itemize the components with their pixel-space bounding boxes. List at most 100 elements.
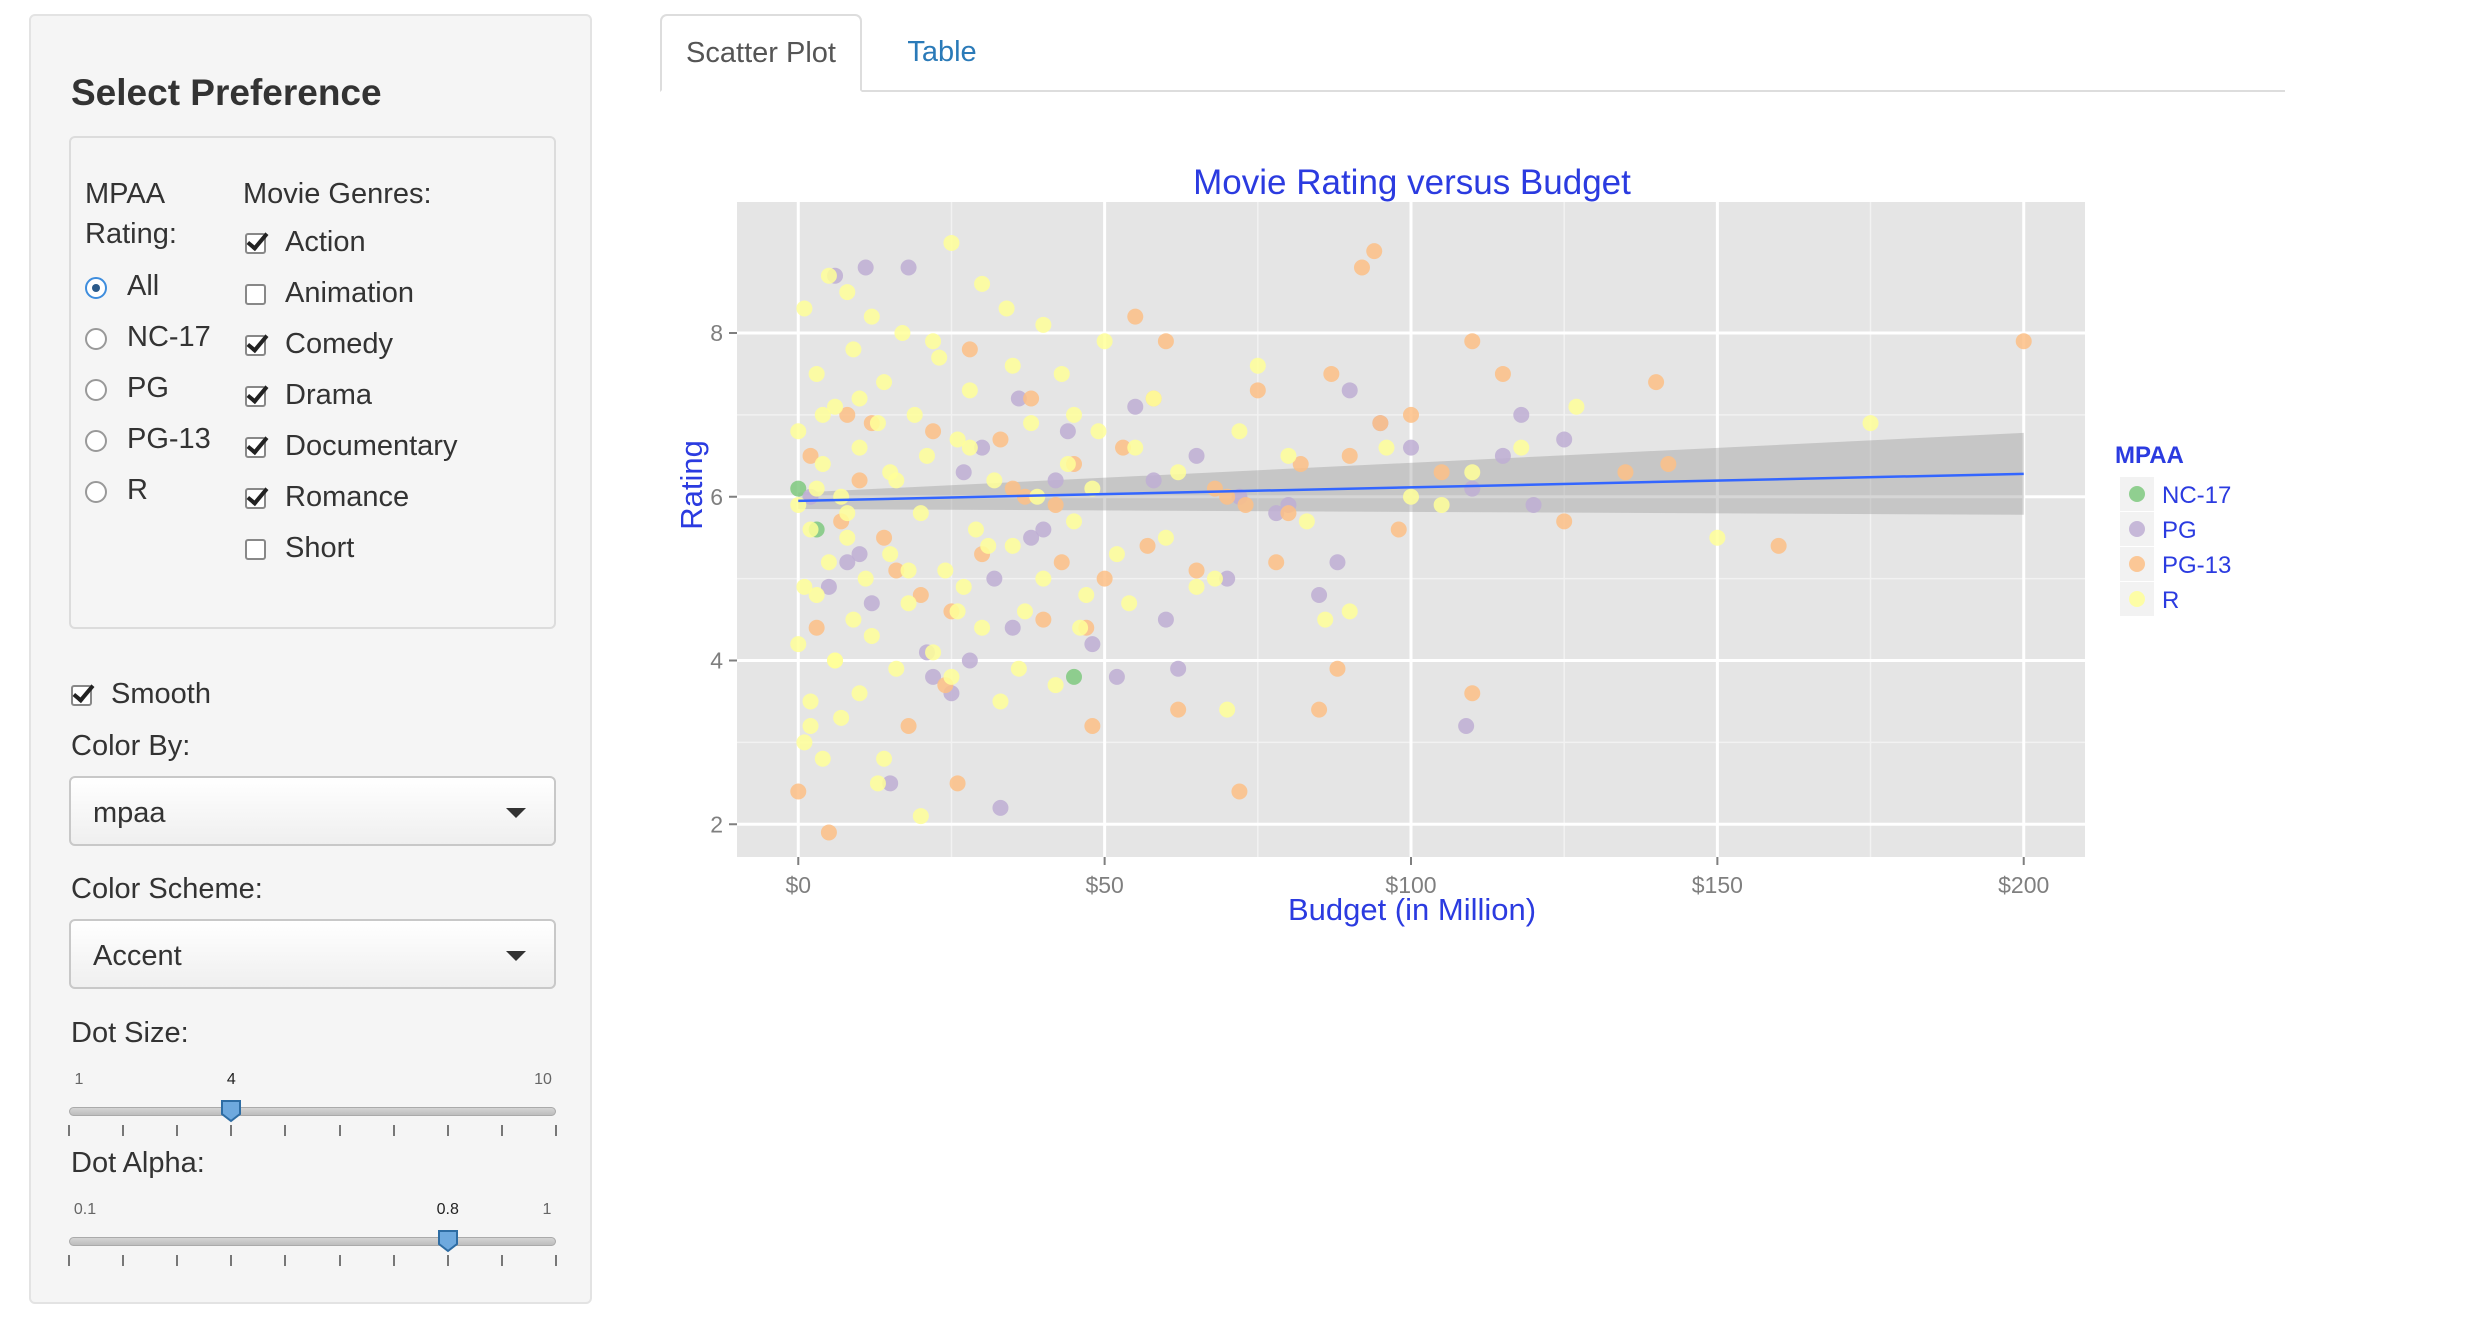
x-tick-label: $50 <box>1085 872 1123 898</box>
slider-tick <box>122 1125 125 1136</box>
data-point <box>1016 603 1033 620</box>
data-point <box>1066 668 1082 685</box>
dot-size-min: 1 <box>74 1071 84 1088</box>
data-point <box>1047 496 1064 513</box>
data-point <box>1035 570 1052 587</box>
mpaa-radio-r[interactable] <box>85 481 107 503</box>
data-point <box>1035 316 1052 333</box>
genre-checkbox-drama[interactable] <box>245 386 266 407</box>
slider-tick <box>446 1255 449 1266</box>
genre-checkbox-action[interactable] <box>245 233 266 254</box>
smooth-checkbox[interactable] <box>71 685 92 706</box>
slider-tick <box>230 1255 233 1266</box>
data-point <box>900 595 917 612</box>
data-point <box>1464 685 1481 702</box>
data-point <box>955 464 972 481</box>
data-point <box>1170 660 1187 677</box>
genre-checkbox-comedy[interactable] <box>245 335 266 356</box>
data-point <box>839 529 856 546</box>
genre-label-animation[interactable]: Animation <box>285 277 414 309</box>
dot-alpha-handle[interactable] <box>437 1229 459 1253</box>
x-tick-label: $0 <box>785 872 811 898</box>
legend-marker <box>2129 591 2145 607</box>
data-point <box>888 562 905 579</box>
data-point <box>1188 562 1205 579</box>
data-point <box>863 627 880 644</box>
data-point <box>808 619 825 636</box>
data-point <box>1023 390 1040 407</box>
genre-checkbox-animation[interactable] <box>245 284 266 305</box>
data-point <box>876 529 893 546</box>
data-point <box>814 456 831 472</box>
dot-size-slider[interactable]: 1 4 10 <box>68 1071 559 1151</box>
genre-label-romance[interactable]: Romance <box>285 481 410 513</box>
genre-label-short[interactable]: Short <box>285 532 355 564</box>
mpaa-option-pg[interactable]: PG <box>127 372 169 404</box>
genre-checkbox-short[interactable] <box>245 539 266 560</box>
genre-checkbox-romance[interactable] <box>245 488 266 509</box>
data-point <box>980 537 997 554</box>
genre-label-comedy[interactable]: Comedy <box>285 328 393 360</box>
mpaa-radio-nc17[interactable] <box>85 328 107 350</box>
slider-tick <box>338 1255 341 1266</box>
color-scheme-label: Color Scheme: <box>71 873 263 905</box>
data-point <box>1139 537 1156 554</box>
data-point <box>1023 415 1040 432</box>
data-point <box>992 799 1009 816</box>
data-point <box>1862 415 1879 432</box>
mpaa-option-pg13[interactable]: PG-13 <box>127 423 211 455</box>
y-tick-label: 6 <box>710 484 723 510</box>
slider-tick <box>500 1255 503 1266</box>
smooth-line <box>798 472 2024 503</box>
mpaa-radio-pg13[interactable] <box>85 430 107 452</box>
mpaa-option-nc17[interactable]: NC-17 <box>127 321 211 353</box>
data-point <box>1047 472 1064 489</box>
data-point <box>802 447 819 464</box>
slider-tick <box>446 1125 449 1136</box>
scatter-chart: Movie Rating versus Budget $0 $50 $100 $150… <box>674 163 2231 927</box>
tab-table[interactable]: Table <box>907 35 977 68</box>
dot-alpha-value: 0.8 <box>436 1201 459 1218</box>
dot-alpha-slider[interactable]: 0.1 0.8 1 <box>68 1201 559 1281</box>
data-point <box>1127 308 1144 325</box>
data-point <box>1157 611 1174 628</box>
mpaa-label-line2: Rating: <box>85 218 177 250</box>
genres-label: Movie Genres: <box>243 178 432 210</box>
color-scheme-select[interactable]: Accent <box>69 919 556 989</box>
data-point <box>1170 464 1187 481</box>
data-point <box>796 578 813 595</box>
data-point <box>1066 406 1082 423</box>
genre-label-drama[interactable]: Drama <box>285 379 373 411</box>
color-by-select[interactable]: mpaa <box>69 776 556 846</box>
sidebar-title: Select Preference <box>71 72 382 113</box>
data-point <box>943 234 960 251</box>
data-point <box>1464 333 1481 350</box>
slider-tick <box>122 1255 125 1266</box>
data-point <box>1249 382 1266 399</box>
legend-entry: R <box>2162 587 2179 614</box>
dot-size-track[interactable] <box>69 1107 556 1116</box>
mpaa-radio-all[interactable] <box>85 277 107 299</box>
data-point <box>808 365 825 382</box>
data-point <box>1378 439 1395 456</box>
data-point <box>1188 447 1205 464</box>
dot-size-handle[interactable] <box>220 1099 242 1123</box>
mpaa-option-all[interactable]: All <box>127 270 160 302</box>
data-point <box>1010 390 1027 407</box>
data-point <box>820 578 837 595</box>
data-point <box>1458 718 1475 734</box>
data-point <box>845 611 862 628</box>
mpaa-radio-pg[interactable] <box>85 379 107 401</box>
data-point <box>1145 390 1162 407</box>
data-point <box>918 447 935 464</box>
smooth-label[interactable]: Smooth <box>111 678 211 710</box>
mpaa-option-r[interactable]: R <box>127 474 148 506</box>
tab-scatter-plot[interactable]: Scatter Plot <box>660 14 862 92</box>
genre-checkbox-documentary[interactable] <box>245 437 266 458</box>
dot-alpha-track[interactable] <box>69 1237 556 1246</box>
genre-label-action[interactable]: Action <box>285 226 366 258</box>
data-point <box>869 775 886 792</box>
x-axis-title: Budget (in Million) <box>1288 892 1536 927</box>
genre-label-documentary[interactable]: Documentary <box>285 430 458 462</box>
data-point <box>974 275 991 292</box>
